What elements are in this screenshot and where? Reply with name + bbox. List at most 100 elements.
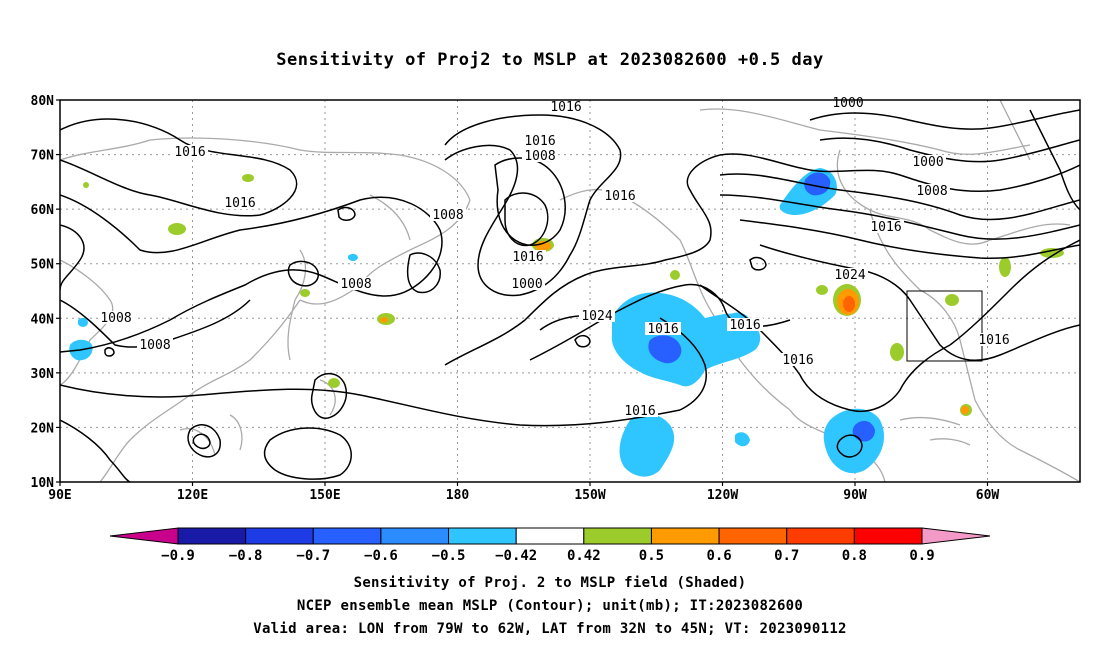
dark-blue-shade-north xyxy=(804,172,831,196)
contour-label: 1016 xyxy=(978,333,1009,348)
contour-labels: 1016100010161008101610001008101610081016… xyxy=(98,96,1012,419)
colorbar-box xyxy=(380,527,450,545)
contour-label-bg xyxy=(222,196,258,209)
longitude-labels: 90E 120E 150E 180 150W 120W 90W 60W xyxy=(48,482,999,503)
contour-label: 1024 xyxy=(581,309,612,324)
green-shade xyxy=(945,294,959,306)
contour-label: 1016 xyxy=(550,100,581,115)
colorbar-label: 0.9 xyxy=(909,548,934,564)
lat-label: 70N xyxy=(31,149,55,164)
green-shade xyxy=(328,378,340,388)
colorbar-label: 0.7 xyxy=(774,548,799,564)
contour-label: 1008 xyxy=(100,311,131,326)
contour-label: 1016 xyxy=(647,322,678,337)
green-shade xyxy=(999,257,1011,277)
lon-label: 150E xyxy=(309,488,340,503)
dark-blue-shade-gulf xyxy=(852,420,875,442)
contour-label: 1008 xyxy=(916,184,947,199)
lat-label: 50N xyxy=(31,258,55,273)
contour-label: 1016 xyxy=(174,145,205,160)
colorbar-label: 0.8 xyxy=(842,548,867,564)
blue-shade-cluster xyxy=(611,292,761,387)
colorbar: −0.9 −0.8 −0.7 −0.6 −0.5 −0.42 0.42 0.5 0.6 0.7 0.… xyxy=(109,527,991,564)
contour-label: 1008 xyxy=(139,338,170,353)
green-shade xyxy=(890,343,904,361)
contour-label: 1024 xyxy=(834,268,865,283)
blue-shade-islet xyxy=(735,432,750,447)
green-shade xyxy=(83,182,89,188)
green-shade xyxy=(242,174,254,182)
sensitivity-shading-dark xyxy=(648,172,875,442)
lat-label: 30N xyxy=(31,367,55,382)
contour-label: 1016 xyxy=(224,196,255,211)
contour-label-bg xyxy=(430,208,466,221)
caption-shading: Sensitivity of Proj. 2 to MSLP field (Sh… xyxy=(353,575,747,591)
dark-blue-shade xyxy=(648,335,682,364)
contour-label: 1016 xyxy=(870,220,901,235)
caption-valid-area: Valid area: LON from 79W to 62W, LAT fro… xyxy=(253,621,847,637)
contour-label-bg xyxy=(910,155,946,168)
contour-label-bg xyxy=(579,309,615,322)
colorbar-box xyxy=(786,527,855,545)
orange-shade xyxy=(535,241,551,251)
blue-shade-southern xyxy=(619,413,675,477)
blue-shade-tiny xyxy=(78,317,88,327)
contour-label: 1008 xyxy=(340,277,371,292)
green-shade xyxy=(1040,248,1064,258)
colorbar-label: 0.42 xyxy=(567,548,601,564)
sensitivity-shading xyxy=(69,168,885,477)
colorbar-box xyxy=(448,527,517,545)
colorbar-label: −0.7 xyxy=(296,548,330,564)
contour-label: 1008 xyxy=(432,208,463,223)
blue-shade-dot xyxy=(348,253,358,261)
contour-label-bg xyxy=(548,100,584,113)
colorbar-box xyxy=(312,527,382,545)
lon-label: 150W xyxy=(574,488,605,503)
lat-label: 80N xyxy=(31,94,55,109)
contour-label: 1000 xyxy=(832,96,863,111)
contour-label: 1016 xyxy=(604,189,635,204)
contour-label: 1016 xyxy=(524,134,555,149)
coastlines xyxy=(60,100,1080,482)
lat-label: 20N xyxy=(31,421,55,436)
colorbar-box xyxy=(515,527,585,545)
contour-label-bg xyxy=(780,353,816,366)
lon-label: 90E xyxy=(48,488,71,503)
orange-shade xyxy=(380,317,388,323)
contour-label-bg xyxy=(522,149,558,162)
contour-label: 1000 xyxy=(511,277,542,292)
colorbar-box xyxy=(245,527,314,545)
lon-label: 60W xyxy=(976,488,1000,503)
contour-label-bg xyxy=(832,268,868,281)
lon-label: 90W xyxy=(843,488,867,503)
colorbar-box xyxy=(177,527,247,545)
colorbar-arrow-left xyxy=(109,527,179,545)
orange-shade xyxy=(961,406,969,414)
contour-label: 1016 xyxy=(512,250,543,265)
green-shade xyxy=(816,285,828,295)
contour-label-bg xyxy=(914,184,950,197)
latitude-labels: 80N 70N 60N 50N 40N 30N 20N 10N xyxy=(31,94,60,491)
contour-label: 1000 xyxy=(912,155,943,170)
colorbar-label: −0.42 xyxy=(495,548,537,564)
contour-label: 1016 xyxy=(782,353,813,368)
lon-label: 120E xyxy=(177,488,208,503)
contour-label-bg xyxy=(338,277,374,290)
red-shading xyxy=(843,296,855,312)
contour-label-bg xyxy=(137,338,173,351)
contour-label-bg xyxy=(98,311,134,324)
colorbar-label: 0.6 xyxy=(706,548,731,564)
colorbar-box xyxy=(650,527,720,545)
contour-label-bg xyxy=(645,322,681,335)
green-shade xyxy=(168,223,186,235)
colorbar-arrow-right xyxy=(921,527,991,545)
contour-label: 1008 xyxy=(524,149,555,164)
colorbar-label: −0.6 xyxy=(364,548,398,564)
contour-label-bg xyxy=(510,250,546,263)
lon-label: 120W xyxy=(707,488,738,503)
colorbar-box xyxy=(583,527,652,545)
contour-label-bg xyxy=(727,318,763,331)
contour-label-bg xyxy=(602,189,638,202)
contour-label-bg xyxy=(172,145,208,158)
